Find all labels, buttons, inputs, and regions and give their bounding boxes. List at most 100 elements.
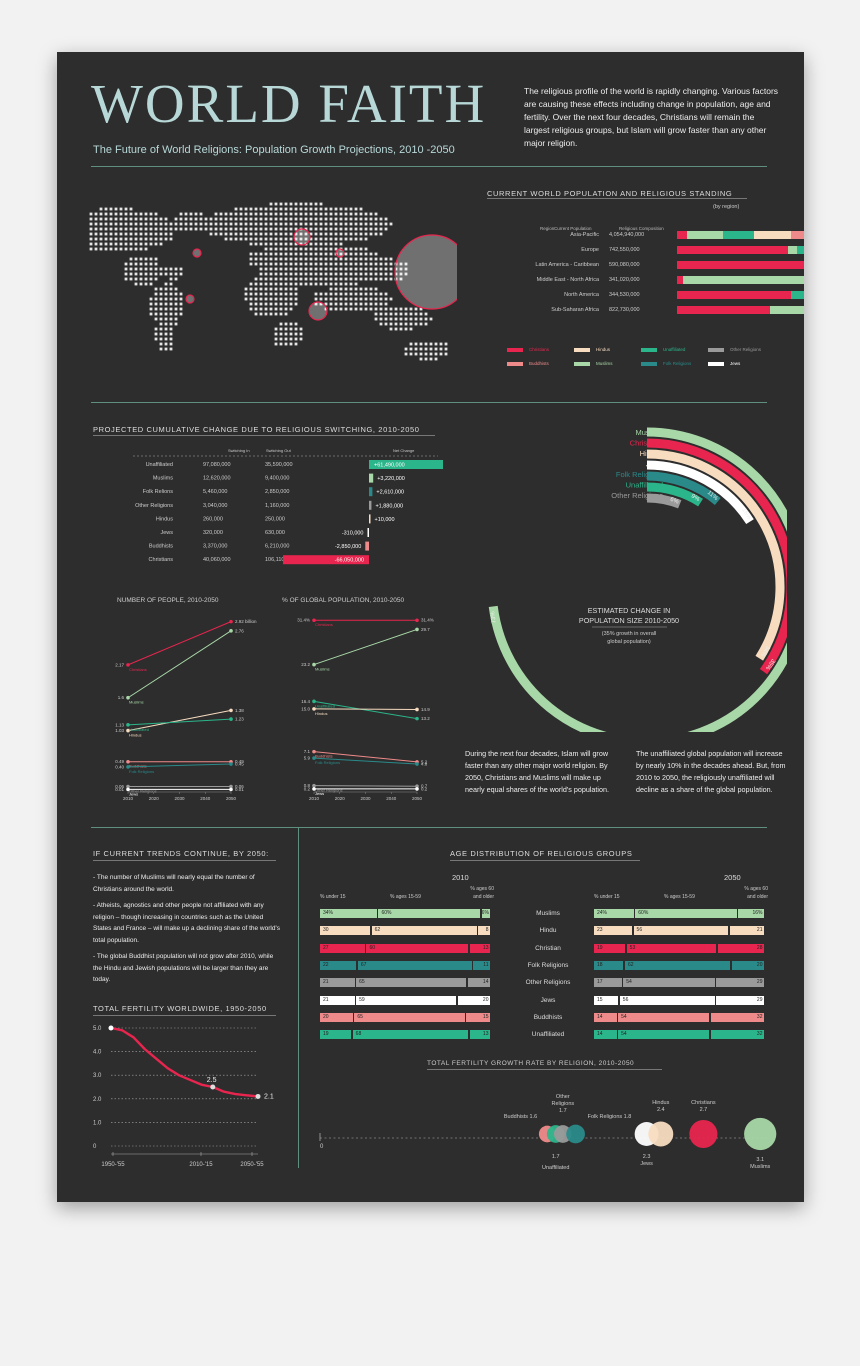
- legend-swatch: [574, 362, 590, 366]
- map-dot: [189, 227, 193, 231]
- age-cell: 59: [356, 995, 457, 1005]
- age-cell: 62: [624, 960, 731, 970]
- series-point: [229, 708, 233, 713]
- map-dot: [334, 307, 338, 311]
- series-point: [312, 699, 316, 704]
- map-dot: [169, 307, 173, 311]
- bubble-label: Folk Religions 1.8: [588, 1114, 632, 1120]
- bubble-label: Muslims: [750, 1164, 770, 1170]
- map-dot: [364, 272, 368, 276]
- map-dot: [174, 312, 178, 316]
- map-dot: [274, 277, 278, 281]
- map-dot: [169, 227, 173, 231]
- map-dot: [264, 217, 268, 221]
- map-dot: [274, 302, 278, 306]
- map-dot: [204, 222, 208, 226]
- map-dot: [224, 227, 228, 231]
- age-cell: 27: [320, 943, 365, 953]
- map-dot: [289, 287, 293, 291]
- divider: [91, 166, 767, 167]
- map-dot: [369, 217, 373, 221]
- map-dot: [389, 272, 393, 276]
- age-cell: 54: [618, 1030, 710, 1040]
- map-dot: [284, 242, 288, 246]
- net-label: +10,000: [375, 517, 395, 523]
- map-dot: [344, 252, 348, 256]
- age-cell: 15: [466, 1012, 491, 1022]
- map-dot: [294, 237, 298, 241]
- map-dot: [359, 207, 363, 211]
- age-cell: 65: [354, 1012, 465, 1022]
- divider: [93, 435, 435, 436]
- map-dot: [104, 222, 108, 226]
- series-point: [126, 723, 130, 727]
- composition-segment: [790, 231, 804, 239]
- bubble-value: 1.7: [559, 1108, 567, 1114]
- map-dot: [324, 217, 328, 221]
- population-table: Asia-Pacific 4,054,940,000 Europe 742,550,0…: [457, 231, 804, 332]
- map-dot: [354, 282, 358, 286]
- map-dot: [274, 207, 278, 211]
- map-dot: [354, 297, 358, 301]
- map-dot: [384, 257, 388, 261]
- bubble-value: 2.7: [700, 1107, 708, 1113]
- map-dot: [319, 212, 323, 216]
- map-dot: [159, 337, 163, 341]
- population-bubble: [192, 248, 202, 258]
- map-dot: [214, 227, 218, 231]
- legend-label: Muslims: [596, 361, 613, 366]
- map-dot: [209, 217, 213, 221]
- map-dot: [304, 282, 308, 286]
- map-dot: [444, 347, 448, 351]
- map-dot: [429, 352, 433, 356]
- map-dot: [144, 242, 148, 246]
- bubble-label: Christians: [691, 1100, 716, 1106]
- map-dot: [249, 242, 253, 246]
- map-dot: [154, 292, 158, 296]
- map-dot: [279, 257, 283, 261]
- map-dot: [329, 227, 333, 231]
- map-dot: [324, 242, 328, 246]
- start-value: 2.17: [115, 662, 124, 667]
- map-dot: [279, 302, 283, 306]
- end-value: 13.2: [421, 716, 430, 721]
- map-dot: [149, 262, 153, 266]
- map-dot: [419, 317, 423, 321]
- map-dot: [159, 347, 163, 351]
- net-label: -2,850,000: [335, 544, 361, 550]
- map-dot: [169, 337, 173, 341]
- map-dot: [129, 207, 133, 211]
- map-dot: [179, 312, 183, 316]
- map-dot: [174, 217, 178, 221]
- map-dot: [354, 237, 358, 241]
- map-dot: [139, 272, 143, 276]
- map-dot: [239, 232, 243, 236]
- map-dot: [284, 297, 288, 301]
- age-cell: 19: [594, 943, 626, 953]
- map-dot: [369, 307, 373, 311]
- map-dot: [384, 262, 388, 266]
- map-dot: [379, 267, 383, 271]
- map-dot: [329, 212, 333, 216]
- map-dot: [124, 222, 128, 226]
- map-dot: [299, 327, 303, 331]
- map-dot: [289, 212, 293, 216]
- map-dot: [219, 222, 223, 226]
- map-dot: [119, 227, 123, 231]
- series-line: [127, 630, 232, 699]
- age-cell: 34%: [320, 909, 377, 918]
- map-dot: [269, 282, 273, 286]
- map-dot: [374, 292, 378, 296]
- map-dot: [294, 252, 298, 256]
- map-dot: [274, 217, 278, 221]
- map-dot: [224, 217, 228, 221]
- map-dot: [274, 262, 278, 266]
- age-cell: 68: [352, 1030, 469, 1040]
- map-dot: [254, 242, 258, 246]
- map-dot: [344, 232, 348, 236]
- map-dot: [259, 217, 263, 221]
- map-dot: [244, 212, 248, 216]
- map-dot: [94, 212, 98, 216]
- age-cell: 32: [710, 1012, 765, 1022]
- map-dot: [259, 287, 263, 291]
